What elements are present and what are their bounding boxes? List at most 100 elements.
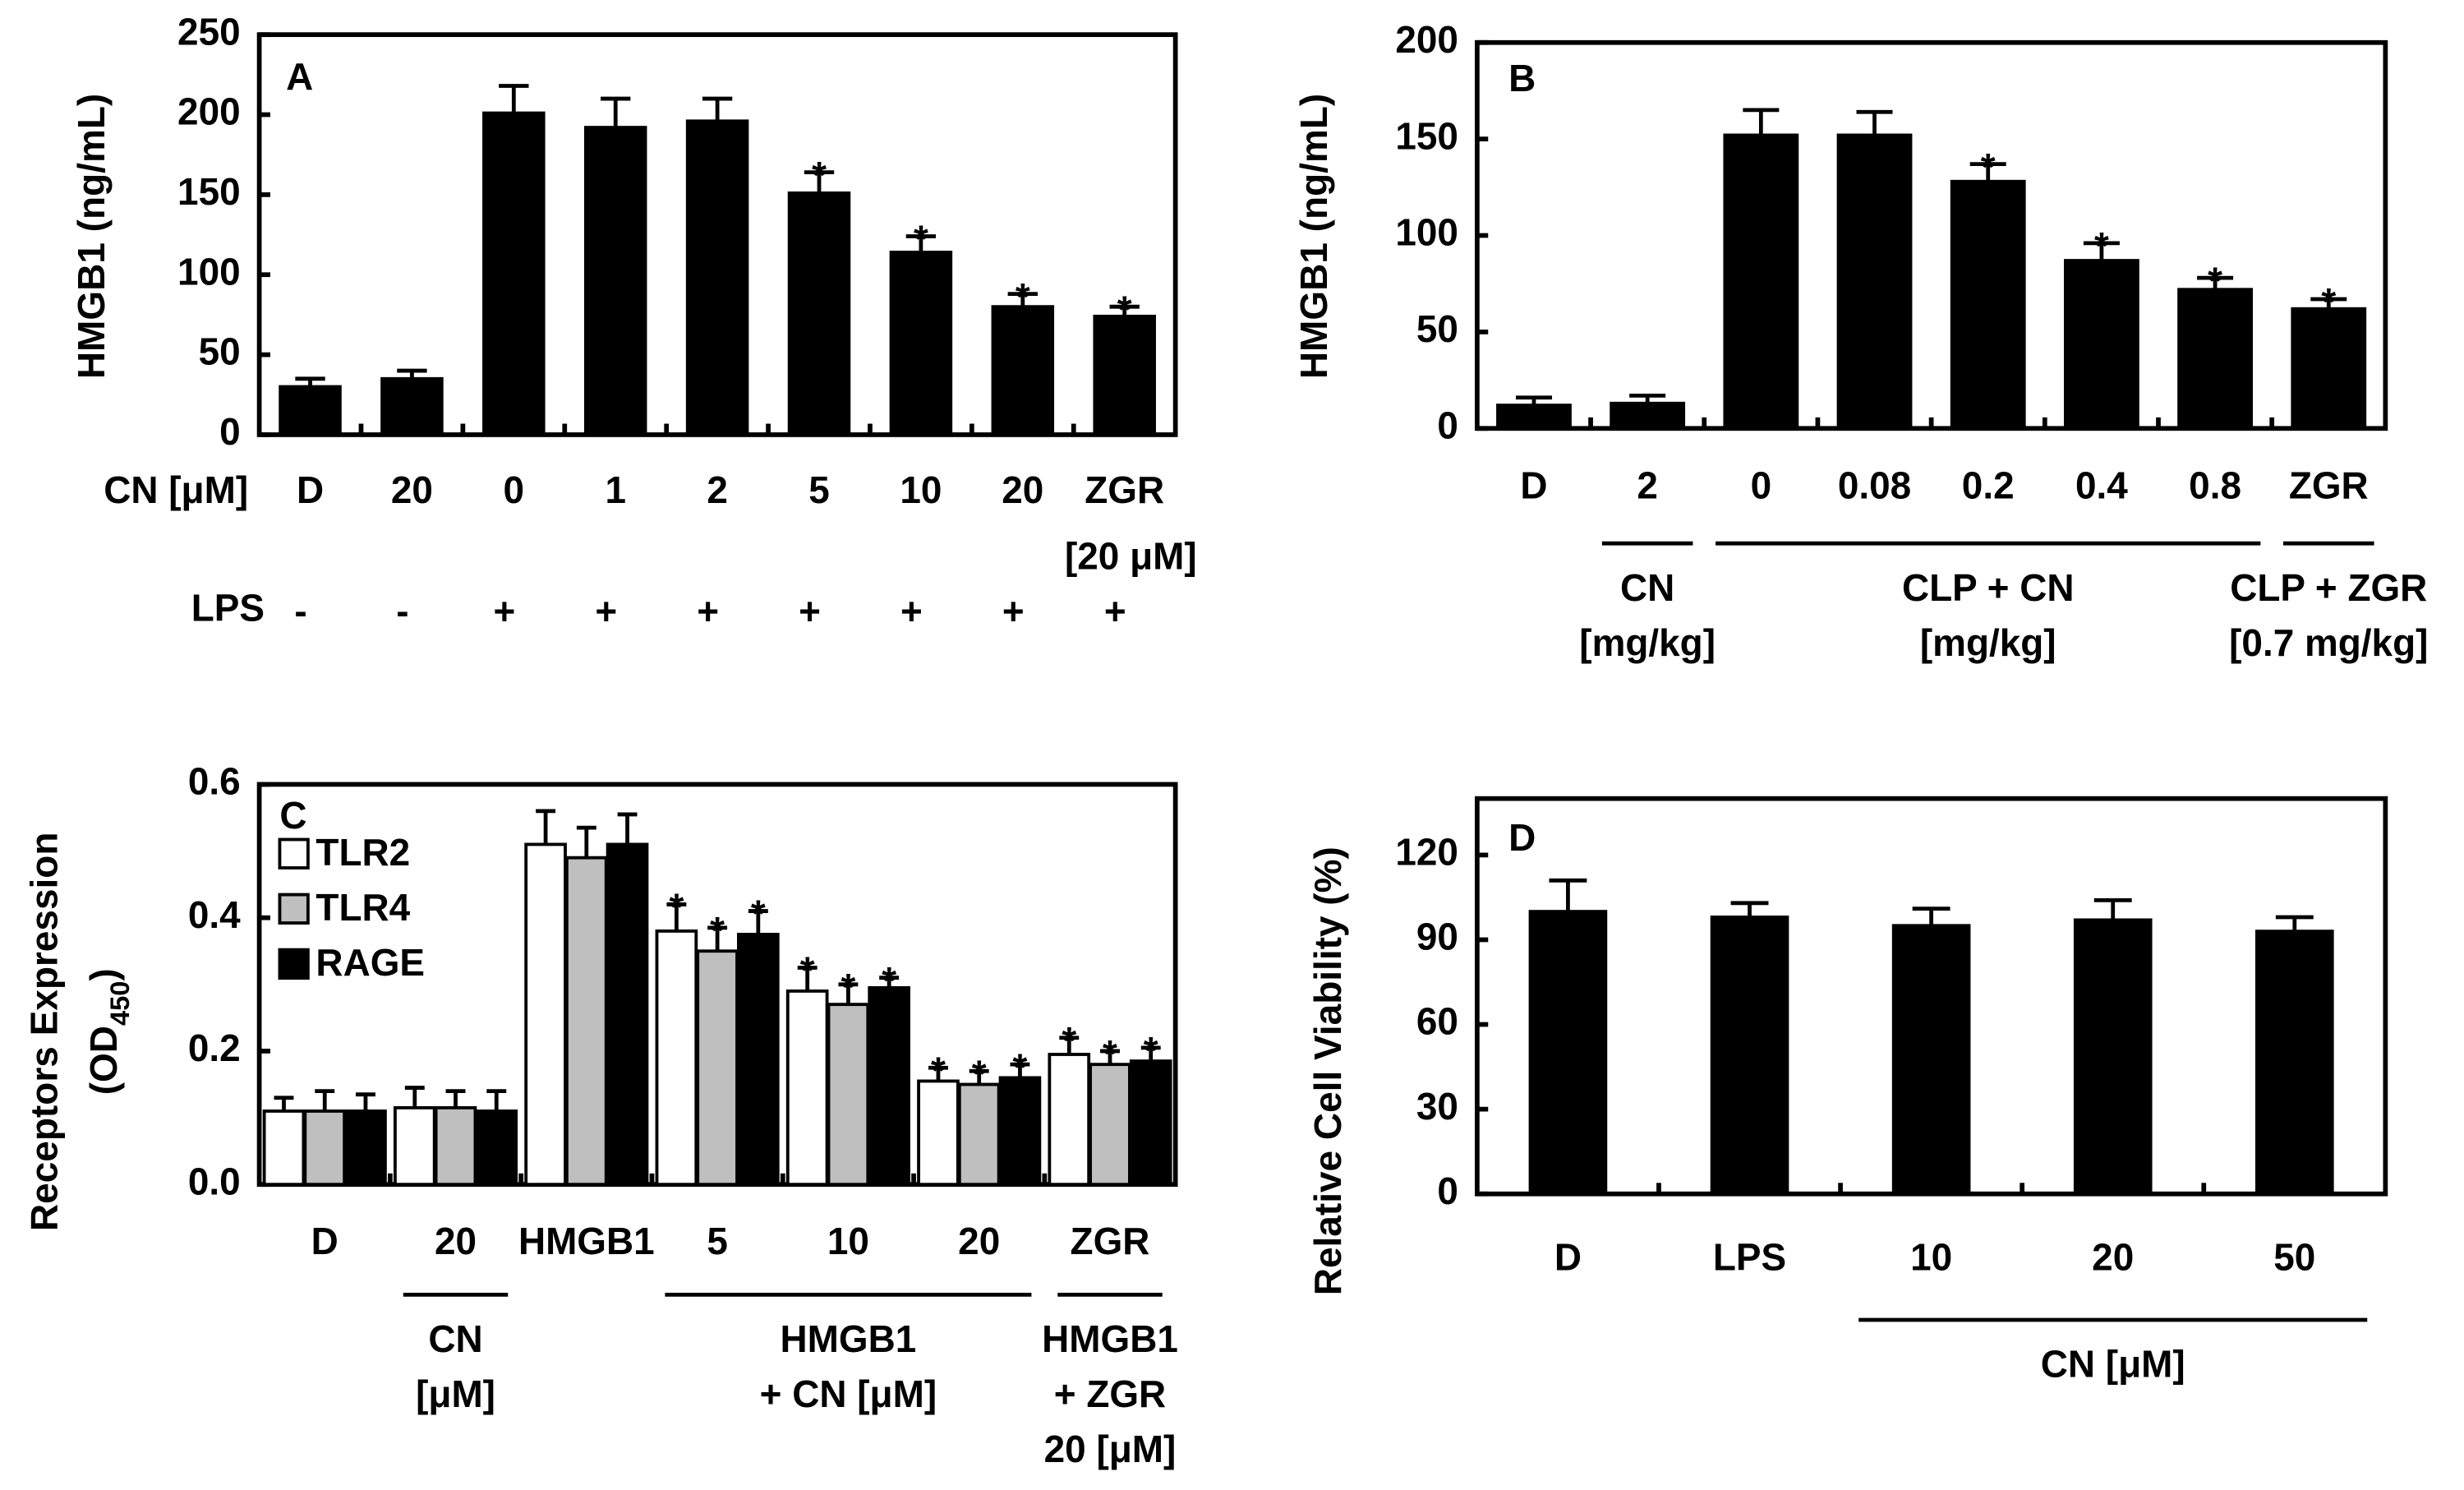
error-bar [879,976,900,988]
error-bar [838,982,859,1005]
error-bar [969,1068,989,1085]
bar [1836,133,1913,431]
x-tick-label: 0 [504,468,525,511]
error-bar [1549,878,1587,912]
unit-open: (OD [82,1026,125,1095]
x-tick-label: 2 [1637,464,1658,506]
x-tick-label: 0.4 [2075,464,2128,506]
y-tick-label: 100 [177,250,241,293]
category-note: [20 μM] [1065,534,1197,577]
bar [868,985,910,1187]
error-bar [1515,395,1552,406]
panel-letter: A [286,55,313,98]
significance-mark: * [669,886,684,929]
significance-mark: * [931,1049,946,1091]
x-tick-label: 20 [435,1220,477,1262]
x-tick-label: LPS [1713,1235,1786,1278]
error-bar [1969,162,2006,182]
x-tick-label: 20 [2092,1235,2134,1278]
legend-swatch [278,837,310,870]
error-bar [617,812,638,845]
treatment-label: LPS [191,587,265,630]
treatment-sign: + [900,590,923,633]
y-tick-label: 200 [1395,18,1458,61]
bar [1710,916,1789,1196]
error-bar [397,368,427,379]
y-tick-label: 100 [1395,211,1458,254]
y-axis-label: HMGB1 (ng/mL) [1292,94,1335,379]
bar [998,1076,1042,1187]
x-tick-label: 0.08 [1838,464,1911,506]
bar [344,1109,387,1187]
error-bar [2093,897,2132,920]
y-tick-label: 150 [177,170,241,213]
significance-mark: * [1981,145,1996,188]
bar [303,1109,347,1187]
x-tick-label: 2 [707,468,728,511]
y-tick-label: 0 [219,410,241,453]
error-bar [1730,901,1769,917]
significance-mark: * [1117,288,1132,330]
treatment-sign: + [493,590,515,633]
error-bar [486,1089,507,1111]
significance-mark: * [882,959,896,1002]
y-tick-label: 0.2 [188,1026,241,1069]
bar [2177,288,2253,431]
group-label: [0.7 mg/kg] [2229,621,2428,664]
x-tick-label: ZGR [1085,468,1164,511]
x-tick-label: 0 [1751,464,1772,506]
bar [917,1079,960,1187]
bar [2063,259,2139,431]
x-tick-label: 20 [391,468,433,511]
bar [2291,307,2367,431]
error-bar [601,96,631,128]
bar [606,842,649,1187]
y-axis-label: Relative Cell Viability (%) [1306,846,1349,1295]
bar [1089,1063,1131,1187]
group-label: HMGB1 [1042,1317,1178,1360]
group-label: [mg/kg] [1579,621,1716,664]
error-bar [576,825,596,858]
y-tick-label: 0 [1437,1169,1458,1212]
error-bar [748,909,768,934]
error-bar [1743,108,1780,136]
x-tick-label: ZGR [2289,464,2369,506]
unit-close: ) [82,968,125,980]
x-axis-label: CN [μM] [104,468,248,511]
bar [262,1109,306,1187]
bar [737,933,780,1187]
error-bar [797,966,817,991]
significance-mark: * [972,1052,987,1095]
y-tick-label: 0.4 [188,893,241,936]
significance-mark: * [2208,259,2222,302]
significance-mark: * [1062,1019,1076,1062]
treatment-sign: + [697,590,719,633]
x-tick-label: HMGB1 [518,1220,655,1262]
treatment-sign: + [595,590,617,633]
group-label: CN [1620,566,1674,609]
significance-mark: * [914,218,928,261]
treatment-sign: - [396,590,408,633]
bar [2073,918,2153,1196]
legend-label: TLR4 [315,886,410,929]
error-bar [356,1092,375,1111]
bar [279,385,342,436]
bar [827,1003,870,1187]
error-bar [2083,241,2120,261]
bar [564,856,608,1187]
bar [785,989,829,1187]
bar [1891,924,1971,1196]
error-bar [666,902,687,931]
significance-mark: * [2321,280,2336,323]
significance-mark: * [1012,1045,1027,1088]
error-bar [445,1089,466,1108]
error-bar [702,96,733,122]
error-bar [1629,393,1666,404]
legend-label: TLR2 [315,831,410,874]
x-tick-label: ZGR [1071,1220,1150,1262]
x-tick-label: 5 [808,468,830,511]
y-tick-label: 50 [199,330,241,373]
error-bar [295,376,325,387]
significance-mark: * [1144,1029,1158,1072]
